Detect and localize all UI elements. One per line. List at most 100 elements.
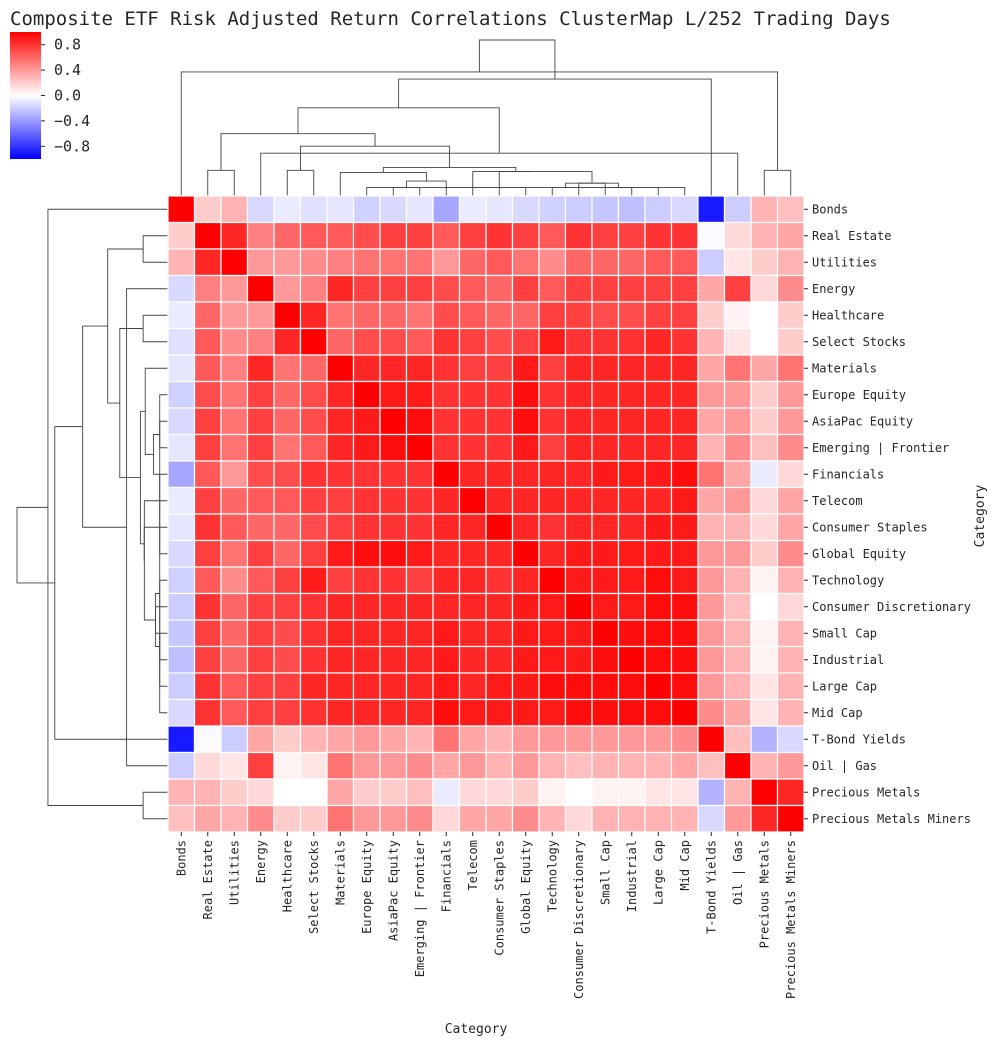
heatmap-cell [326,354,355,383]
heatmap-cell [644,221,673,250]
heatmap-cell [511,592,540,621]
heatmap-cell [246,380,275,409]
heatmap-cell [644,672,673,701]
heatmap-cell [167,354,196,383]
heatmap-cell [273,274,302,303]
heatmap-cell [405,751,434,780]
row-tick-label: T-Bond Yields [812,732,906,746]
heatmap-cell [591,195,620,224]
column-tick-label: T-Bond Yields [704,840,718,934]
heatmap-cell [405,539,434,568]
heatmap-cell [299,354,328,383]
heatmap-cell [299,407,328,436]
heatmap-cell [564,195,593,224]
heatmap-cell [326,645,355,674]
heatmap-cell [405,221,434,250]
heatmap-cell [485,672,514,701]
colorbar-tick-label: −0.8 [54,137,90,155]
heatmap-cell [193,354,222,383]
heatmap-cell [405,619,434,648]
heatmap-cell [776,566,805,595]
column-tick-label: Select Stocks [307,840,321,934]
heatmap-cell [750,698,779,727]
heatmap-cell [511,619,540,648]
heatmap-cell [776,460,805,489]
heatmap-cell [723,751,752,780]
heatmap-cell [379,698,408,727]
heatmap-cell [273,195,302,224]
heatmap-cell [352,778,381,807]
heatmap-cell [432,619,461,648]
heatmap-cell [723,380,752,409]
heatmap-cell [511,221,540,250]
heatmap-cell [750,645,779,674]
column-tick-label: Europe Equity [360,840,374,934]
heatmap-cell [723,195,752,224]
heatmap-cell [405,327,434,356]
heatmap-cell [644,301,673,330]
heatmap-cell [352,195,381,224]
heatmap-cell [617,619,646,648]
heatmap-cell [564,460,593,489]
heatmap-cell [379,645,408,674]
heatmap-cell [379,804,408,833]
heatmap-cell [167,672,196,701]
heatmap-cell [670,460,699,489]
heatmap-cell [167,778,196,807]
heatmap-cell [538,566,567,595]
heatmap-cell [750,433,779,462]
heatmap-cell [591,698,620,727]
heatmap-cell [352,725,381,754]
heatmap-cell [644,539,673,568]
heatmap-cell [723,645,752,674]
heatmap-cell [299,645,328,674]
heatmap-cell [644,433,673,462]
colorbar: 0.8 0.4 0.0 −0.4 −0.8 [10,32,90,159]
heatmap-cell [644,274,673,303]
heatmap-cell [273,725,302,754]
heatmap-cell [405,380,434,409]
heatmap-cell [776,354,805,383]
heatmap-cell [485,460,514,489]
heatmap-cell [538,725,567,754]
heatmap-cell [379,248,408,277]
column-tick-label: Mid Cap [678,840,692,891]
dendrogram-link [159,632,168,661]
heatmap-cell [750,539,779,568]
heatmap-cell [670,195,699,224]
heatmap-cell [670,539,699,568]
heatmap-cell [273,327,302,356]
heatmap-cell [167,274,196,303]
heatmap-cell [617,672,646,701]
heatmap-cell [697,354,726,383]
heatmap-cell [193,221,222,250]
heatmap-cell [326,460,355,489]
heatmap-cell [776,433,805,462]
heatmap-cell [723,539,752,568]
heatmap-cell [511,195,540,224]
heatmap-cell [326,698,355,727]
row-tick-label: Healthcare [812,308,884,322]
heatmap-cell [299,221,328,250]
heatmap-cell [193,804,222,833]
heatmap-cell [246,248,275,277]
heatmap-cell [352,274,381,303]
row-tick-label: Industrial [812,653,884,667]
dendrogram-link [406,180,447,188]
heatmap-cell [485,645,514,674]
row-tick-label: Bonds [812,202,848,216]
column-tick-label: Materials [333,840,347,905]
heatmap-cell [564,751,593,780]
heatmap-cell [617,645,646,674]
dendrogram-link [565,182,619,188]
heatmap-cell [352,407,381,436]
heatmap-cell [405,195,434,224]
row-tick-label: Large Cap [812,679,877,693]
heatmap-cell [591,778,620,807]
heatmap-cell [432,592,461,621]
heatmap-cell [220,354,249,383]
row-tick-label: Small Cap [812,626,877,640]
column-tick-label: Oil | Gas [731,840,745,905]
heatmap-cell [167,380,196,409]
column-tick-label: Telecom [466,840,480,891]
